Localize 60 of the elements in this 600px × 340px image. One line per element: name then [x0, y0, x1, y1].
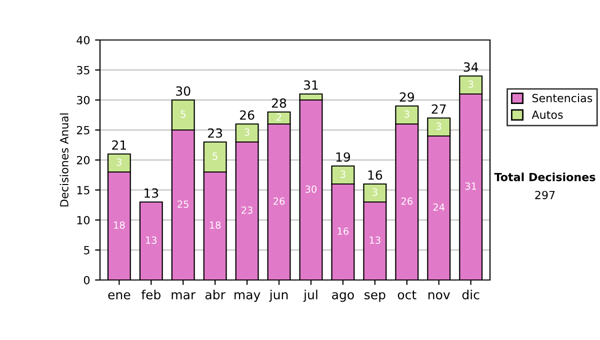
- total-label: 29: [400, 92, 414, 102]
- text: Total Decisiones: [494, 172, 596, 182]
- data-label: 3: [372, 188, 378, 196]
- total-label: 27: [432, 104, 446, 114]
- x-tick-label: ago: [332, 292, 354, 302]
- data-label: 30: [306, 185, 317, 193]
- data-label: 3: [468, 80, 474, 88]
- data-label: 3: [404, 110, 410, 118]
- x-tick-label: oct: [398, 290, 416, 300]
- data-label: 31: [465, 182, 476, 190]
- y-tick-label: 5: [84, 246, 90, 254]
- data-label: 5: [180, 110, 186, 118]
- total-label: 30: [176, 86, 190, 96]
- x-tick-label: ene: [108, 292, 130, 300]
- total-label: 23: [208, 128, 222, 138]
- total-label: 31: [304, 80, 318, 90]
- data-label: 13: [146, 236, 157, 244]
- legend-label: Sentencias: [532, 94, 592, 102]
- y-tick-label: 15: [77, 186, 90, 194]
- data-label: 18: [210, 221, 221, 229]
- y-tick-label: 25: [76, 126, 90, 134]
- y-tick-label: 10: [77, 216, 90, 224]
- legend-label: Autos: [532, 110, 563, 119]
- y-tick-label: 0: [84, 276, 90, 284]
- data-label: 24: [433, 203, 444, 211]
- x-tick-label: feb: [141, 290, 160, 300]
- total-label: 34: [464, 62, 478, 72]
- y-tick-label: 20: [76, 156, 90, 164]
- x-tick-label: dic: [462, 290, 480, 300]
- total-label: 26: [240, 110, 254, 120]
- data-label: 5: [212, 152, 218, 160]
- data-label: 13: [370, 236, 380, 244]
- x-tick-label: jun: [269, 290, 288, 302]
- total-label: 21: [112, 140, 126, 150]
- data-label: 2: [276, 113, 282, 121]
- data-label: 3: [116, 158, 122, 166]
- data-label: 26: [401, 197, 412, 205]
- total-label: 28: [272, 98, 286, 108]
- data-label: 16: [338, 227, 349, 235]
- y-tick-label: 30: [76, 96, 90, 104]
- text: 297: [535, 190, 555, 200]
- y-tick-label: 40: [76, 36, 90, 44]
- total-label: 13: [144, 188, 158, 198]
- x-tick-label: may: [234, 292, 260, 302]
- x-tick-label: abr: [205, 290, 226, 300]
- total-label: 19: [336, 152, 350, 162]
- x-tick-label: nov: [428, 292, 450, 300]
- x-tick-label: jul: [303, 290, 318, 302]
- total-label: 16: [368, 170, 382, 180]
- x-tick-label: mar: [172, 292, 196, 300]
- data-label: 3: [436, 122, 442, 130]
- data-label: 3: [244, 128, 250, 136]
- data-label: 3: [340, 170, 346, 178]
- data-label: 18: [114, 221, 125, 229]
- x-tick-label: sep: [364, 292, 386, 302]
- y-tick-label: 35: [76, 66, 90, 74]
- y-axis-title: Decisiones Anual: [60, 114, 68, 206]
- data-label: 26: [274, 197, 285, 205]
- data-label: 23: [242, 206, 252, 214]
- data-label: 25: [178, 200, 188, 208]
